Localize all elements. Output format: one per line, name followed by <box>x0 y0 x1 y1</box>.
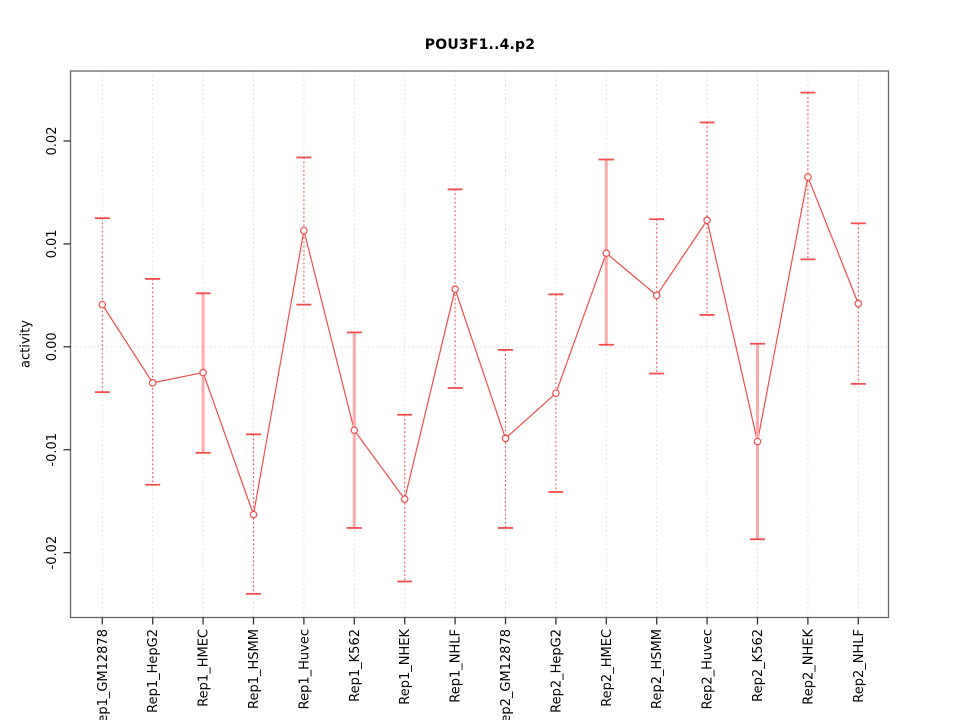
data-point-marker <box>300 226 308 235</box>
x-tick-label: Rep1_K562 <box>348 629 363 702</box>
data-point-marker <box>451 285 459 293</box>
data-point-marker <box>98 300 107 309</box>
x-tick-label: Rep1_HepG2 <box>146 629 161 713</box>
x-tick-label: Rep2_HMEC <box>600 629 615 707</box>
y-tick-label: 0.02 <box>45 127 60 156</box>
x-tick-label: Rep1_NHLF <box>449 629 464 703</box>
x-tick-label: Rep2_NHLF <box>852 629 867 703</box>
y-tick-label: -0.01 <box>45 433 60 467</box>
data-point-marker <box>249 510 258 519</box>
data-point-marker <box>652 291 661 300</box>
x-tick-label: Rep1_Huvec <box>297 629 312 709</box>
y-tick-label: -0.02 <box>45 536 60 570</box>
data-point-marker <box>703 216 711 225</box>
data-point-marker <box>350 426 359 434</box>
x-tick-label: Rep1_HMEC <box>197 629 212 707</box>
x-tick-label: Rep1_GM12878 <box>96 629 111 720</box>
x-tick-label: Rep2_NHEK <box>801 629 816 705</box>
y-tick-label: 0.00 <box>45 332 60 361</box>
x-tick-label: Rep2_K562 <box>751 629 766 702</box>
x-tick-label: Rep2_HepG2 <box>549 629 564 713</box>
data-point-marker <box>753 437 762 446</box>
x-tick-label: Rep2_GM12878 <box>499 629 514 720</box>
data-point-marker <box>552 389 560 397</box>
data-point-marker <box>199 368 207 377</box>
data-point-marker <box>501 434 510 443</box>
data-point-marker <box>148 379 157 387</box>
series-line <box>101 174 859 517</box>
x-tick-label: Rep2_HSMM <box>650 629 665 709</box>
data-point-marker <box>400 495 409 503</box>
data-point-marker <box>602 249 611 257</box>
x-tick-label: Rep1_NHEK <box>398 629 413 705</box>
plot-frame <box>69 70 890 619</box>
y-tick-label: 0.01 <box>45 229 60 258</box>
chart-title: POU3F1..4.p2 <box>424 37 536 53</box>
data-point-marker <box>854 299 863 308</box>
x-tick-label: Rep2_Huvec <box>701 629 716 709</box>
x-tick-label: Rep1_HSMM <box>247 629 262 709</box>
data-point-marker <box>804 173 812 181</box>
